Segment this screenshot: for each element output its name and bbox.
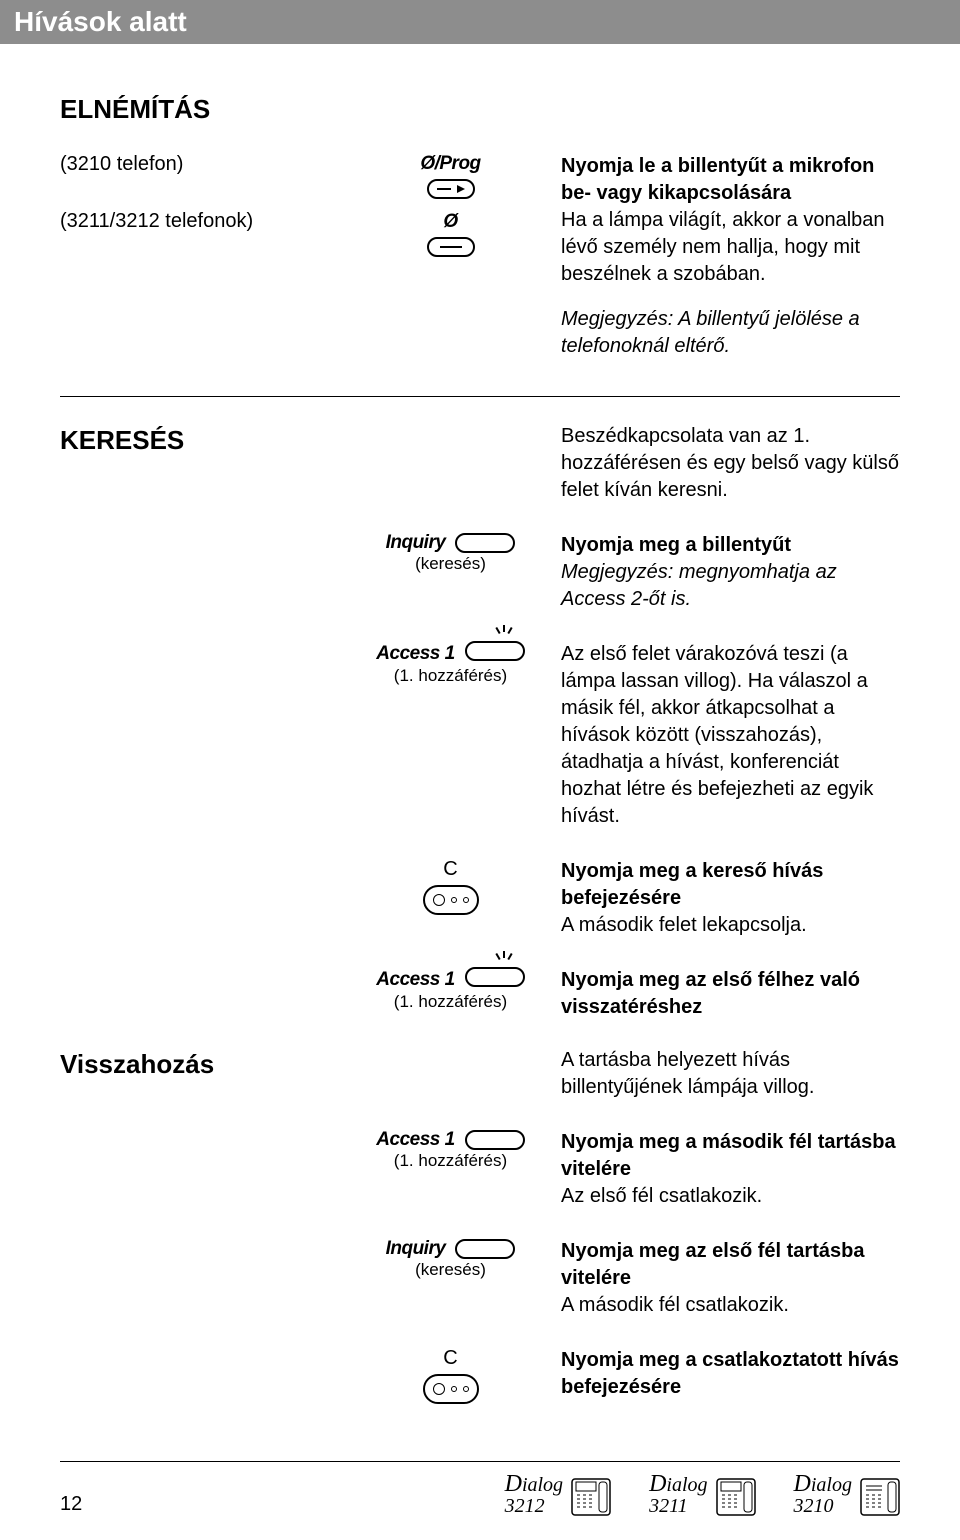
inquiry-bold: Nyomja meg a billentyűt [561,534,791,556]
model-3212: Dialog 3212 [505,1472,611,1516]
mute-phone2: (3211/3212 telefonok) [60,210,340,233]
handset-icon [423,885,479,915]
retrieve-inquiry-label: Inquiry [386,1238,446,1260]
mute-phone1: (3210 telefon) [60,153,340,176]
prog-key-label: Ø/Prog [420,153,480,175]
inquiry-annot: (keresés) [415,554,486,574]
mute-mid: Ø/Prog Ø [368,153,533,257]
page-header: Hívások alatt [0,0,960,44]
lamp-flash-icon [495,627,513,645]
handset-icon-2 [423,1374,479,1404]
phone-icon-2 [716,1478,756,1516]
prog-key-icon [427,179,475,199]
page-footer: 12 Dialog 3212 Dialog 3211 [60,1461,900,1516]
retrieve-c-label: C [443,1347,457,1370]
phone-icon [571,1478,611,1516]
model-3211-num: 3211 [649,1496,707,1516]
end-desc: Nyomja meg a kereső hívás befejezésére A… [561,858,900,939]
inquiry-key-icon [455,533,515,553]
inquiry-note: Megjegyzés: megnyomhatja az Access 2-őt … [561,561,837,610]
mute-right: Nyomja le a billentyűt a mikrofon be- va… [561,153,900,360]
retrieve-inquiry-annot: (keresés) [415,1260,486,1280]
model-3212-num: 3212 [505,1496,563,1516]
search-intro: Beszédkapcsolata van az 1. hozzáférésen … [561,423,900,504]
access1-return-group: Access 1 (1. hozzáférés) [368,967,533,1012]
retrieve-inquiry-group: Inquiry (keresés) [368,1238,533,1280]
page-title: Hívások alatt [14,6,187,37]
phone-icon-3 [860,1478,900,1516]
retrieve-access1-label: Access 1 [376,1129,454,1151]
access1-return-label: Access 1 [376,969,454,991]
inquiry-key-label: Inquiry [386,532,446,554]
section-retrieve-title: Visszahozás [60,1047,340,1080]
section-search-title: KERESÉS [60,423,340,456]
retrieve-intro: A tartásba helyezett hívás billentyűjéne… [561,1047,900,1101]
retrieve-access1-icon [465,1130,525,1150]
mute-desc-rest: Ha a lámpa világít, akkor a vonalban lév… [561,207,900,288]
return-desc: Nyomja meg az első félhez való visszatér… [561,967,900,1021]
access1-desc: Az első felet várakozóvá teszi (a lámpa … [561,641,900,830]
c-key-group: C [368,858,533,915]
access1-key-label: Access 1 [376,643,454,665]
hold1-desc: Nyomja meg az első fél tartásba vitelére… [561,1238,900,1319]
inquiry-desc: Nyomja meg a billentyűt Megjegyzés: megn… [561,532,900,613]
retrieve-inquiry-icon [455,1239,515,1259]
retrieve-end: Nyomja meg a csatlakoztatott hívás befej… [561,1347,900,1401]
mute-key-icon [427,237,475,257]
end-bold: Nyomja meg a kereső hívás befejezésére [561,860,823,909]
access1-annot: (1. hozzáférés) [394,666,507,686]
inquiry-key-group: Inquiry (keresés) [368,532,533,574]
hold1-bold: Nyomja meg az első fél tartásba vitelére [561,1240,864,1289]
retrieve-c-group: C [368,1347,533,1404]
hold2-bold: Nyomja meg a második fél tartásba vitelé… [561,1131,896,1180]
hold2-desc: Nyomja meg a második fél tartásba vitelé… [561,1129,900,1210]
mute-note: Megjegyzés: A billentyű jelölése a telef… [561,306,900,360]
section-mute-title: ELNÉMÍTÁS [60,94,900,125]
page-number: 12 [60,1493,82,1516]
retrieve-access1-group: Access 1 (1. hozzáférés) [368,1129,533,1171]
mute-left: (3210 telefon) (3211/3212 telefonok) [60,153,340,233]
model-3210-num: 3210 [794,1496,852,1516]
lamp-flash-icon-2 [495,953,513,971]
mute-desc-bold: Nyomja le a billentyűt a mikrofon be- va… [561,153,900,207]
model-3211: Dialog 3211 [649,1472,755,1516]
hold1-rest: A második fél csatlakozik. [561,1294,789,1316]
c-key-label: C [443,858,457,881]
access1-key-group: Access 1 (1. hozzáférés) [368,641,533,686]
access1-return-annot: (1. hozzáférés) [394,992,507,1012]
mute-key-label: Ø [443,211,457,233]
model-3210: Dialog 3210 [794,1472,900,1516]
end-rest: A második felet lekapcsolja. [561,914,807,936]
hold2-rest: Az első fél csatlakozik. [561,1185,762,1207]
retrieve-access1-annot: (1. hozzáférés) [394,1151,507,1171]
